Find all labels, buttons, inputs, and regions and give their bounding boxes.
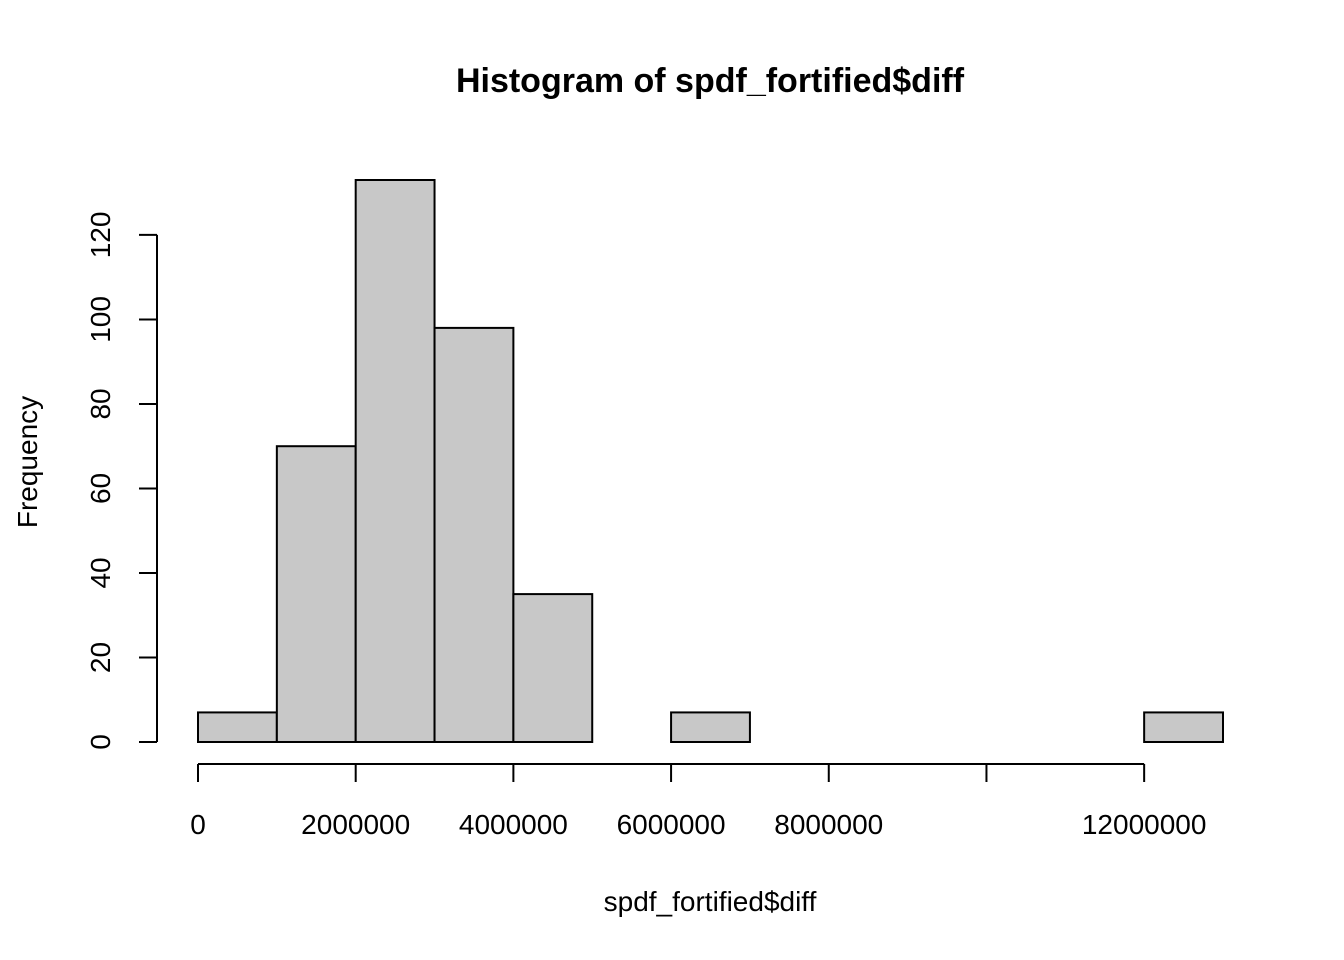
y-tick-label-4: 80 [85,388,116,419]
y-tick-label-6: 120 [85,212,116,259]
y-tick-label-5: 100 [85,296,116,343]
x-axis: 0 2000000 4000000 6000000 8000000 12000000 [190,763,1207,840]
x-tick-label-3: 6000000 [617,809,726,840]
y-axis: 0 20 40 60 80 100 120 [85,212,158,750]
x-tick-label-6: 12000000 [1082,809,1207,840]
y-tick-label-1: 20 [85,642,116,673]
histogram-bar-0 [197,711,278,744]
y-tick-label-2: 40 [85,557,116,588]
histogram-bar-2 [354,179,436,743]
x-tick-label-2: 4000000 [459,809,568,840]
y-tick-label-0: 0 [85,734,116,750]
histogram-bar-6 [670,711,751,744]
histogram-bars [197,179,1224,744]
x-axis-label: spdf_fortified$diff [604,886,817,917]
histogram-bar-1 [275,445,357,743]
histogram-bar-3 [433,326,515,743]
x-tick-label-0: 0 [190,809,206,840]
y-tick-label-3: 60 [85,473,116,504]
histogram-bar-12 [1143,711,1224,744]
chart-title: Histogram of spdf_fortified$diff [456,62,965,100]
histogram-bar-4 [512,593,594,744]
x-tick-label-1: 2000000 [301,809,410,840]
x-tick-label-4: 8000000 [774,809,883,840]
y-axis-label: Frequency [12,396,43,528]
